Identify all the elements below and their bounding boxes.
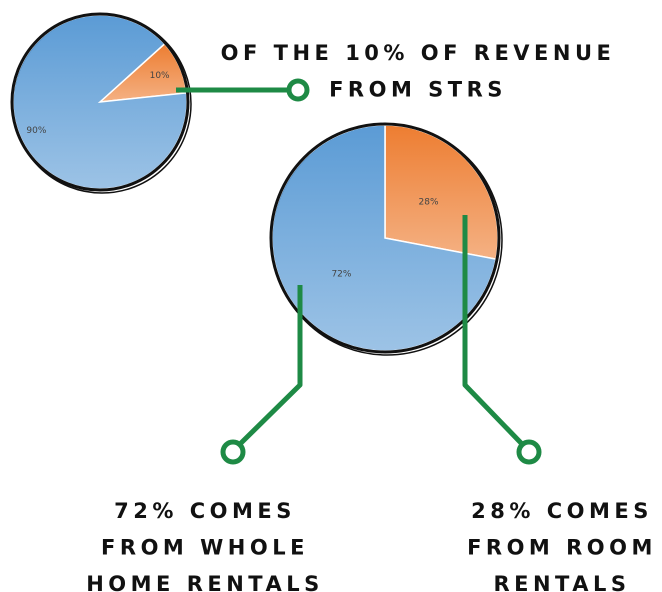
annotation: 72% COMES: [114, 499, 296, 523]
connector-dot: [286, 78, 310, 102]
connector-dot: [220, 439, 246, 465]
slice-label: 90%: [26, 126, 46, 136]
annotation: FROM STRS: [329, 78, 507, 102]
slice-label: 72%: [331, 270, 351, 280]
annotation: HOME RENTALS: [86, 572, 324, 592]
connector: [238, 285, 303, 446]
connector-dot: [516, 439, 542, 465]
annotation: OF THE 10% OF REVENUE: [221, 41, 616, 65]
pie-outline: [269, 122, 501, 354]
pie-slice: [384, 124, 499, 261]
connectors: [176, 78, 542, 465]
slice-label: 10%: [150, 71, 170, 81]
annotation: 28% COMES: [471, 499, 653, 523]
slice-label: 28%: [419, 197, 439, 207]
annotation: FROM WHOLE: [101, 536, 309, 560]
pie-slice: [12, 14, 188, 190]
annotation: RENTALS: [493, 572, 630, 592]
pie-outline: [10, 12, 190, 192]
annotation: FROM ROOM: [467, 536, 657, 560]
connector: [462, 215, 524, 446]
